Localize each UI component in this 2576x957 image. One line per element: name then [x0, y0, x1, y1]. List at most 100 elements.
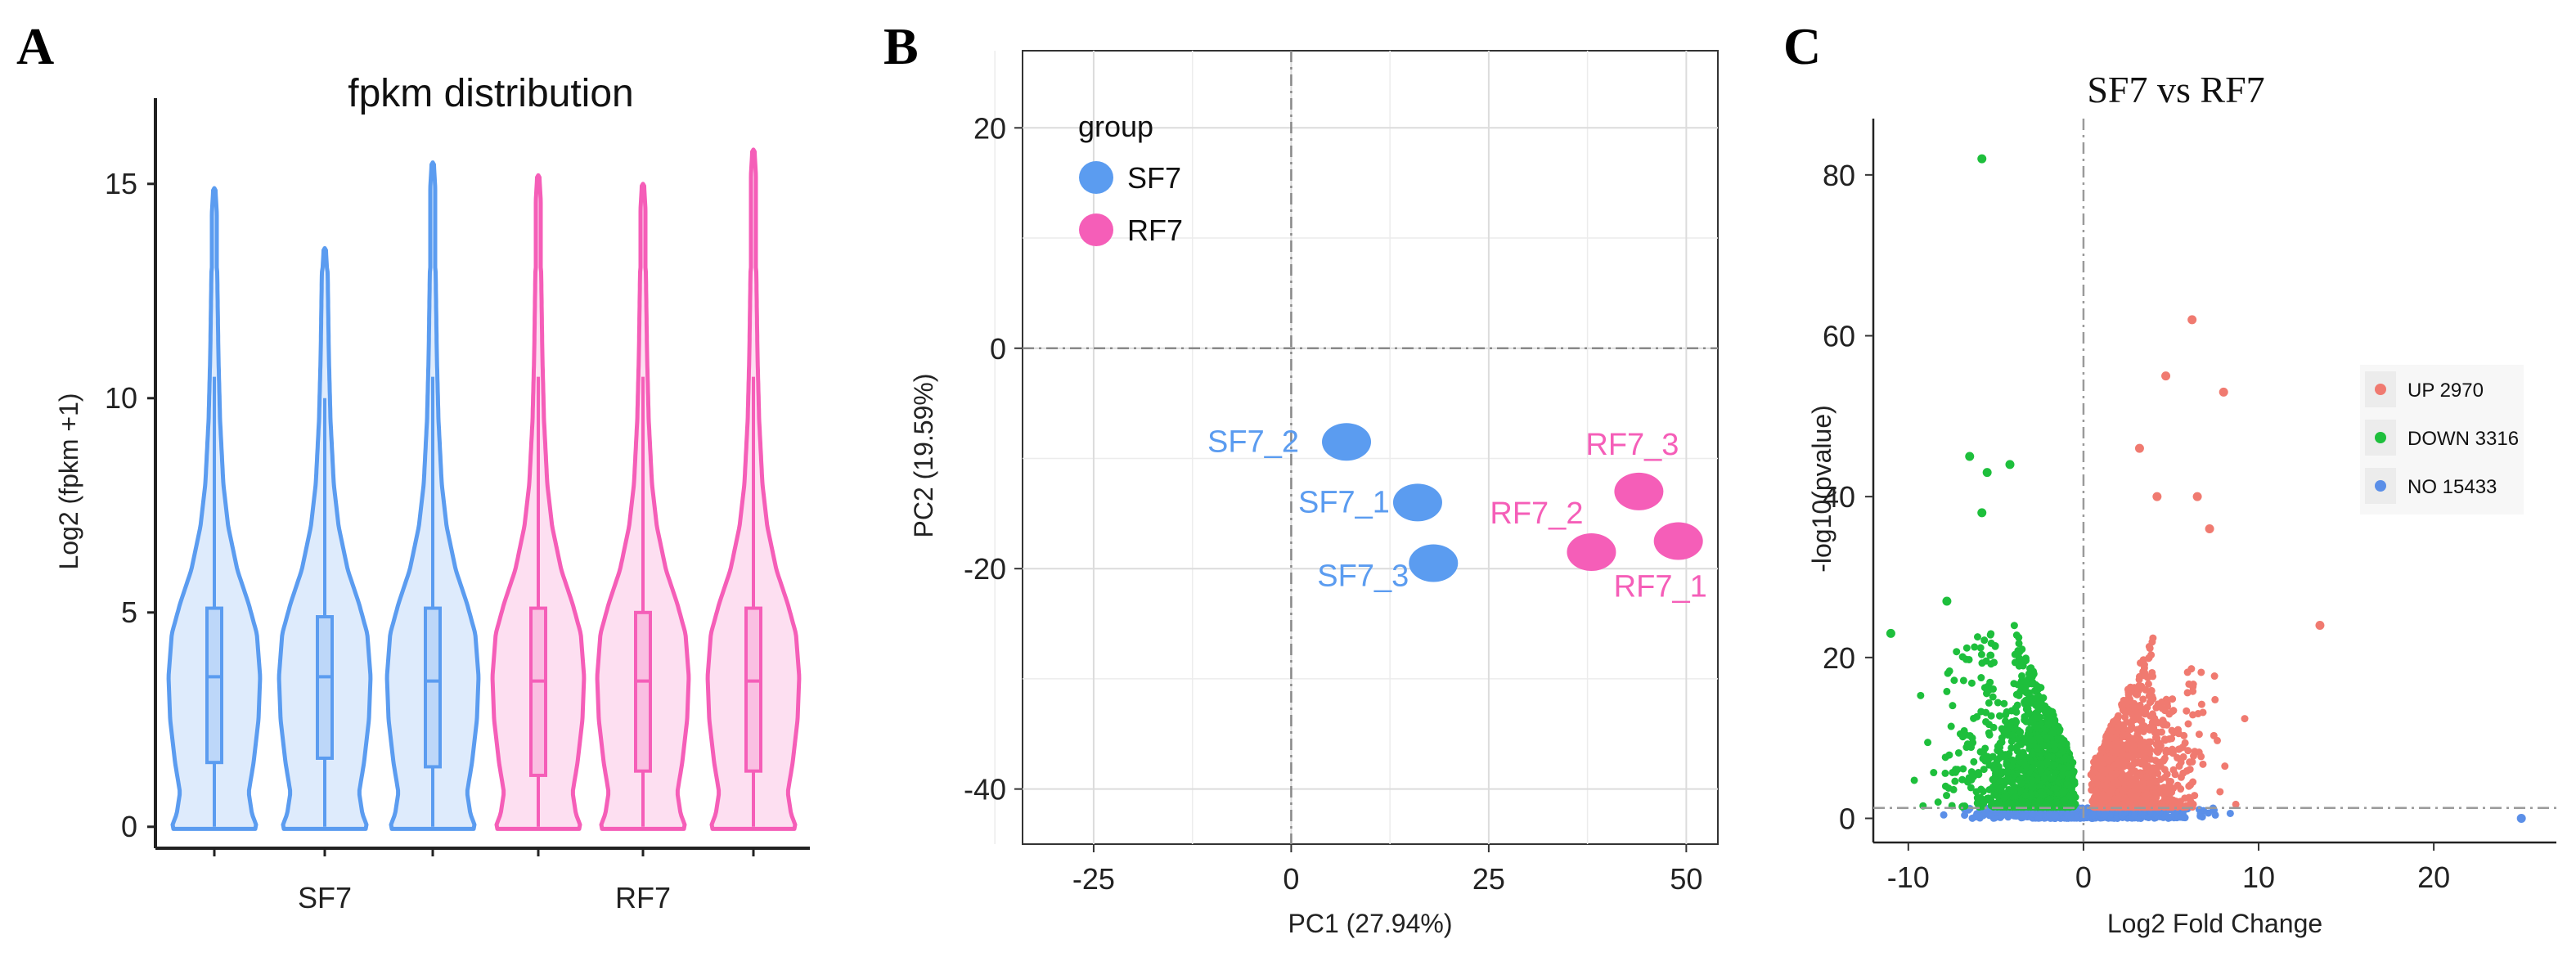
- volcano-point-down: [2007, 744, 2016, 752]
- volcano-point-up: [2108, 771, 2116, 779]
- volcano-point-up: [2169, 695, 2177, 703]
- volcano-point-up: [2111, 717, 2120, 725]
- volcano-point-down: [2067, 801, 2075, 809]
- volcano-point-up: [2128, 765, 2136, 773]
- pca-point-sf7-1: [1392, 483, 1442, 522]
- panel-letter-c: C: [1783, 17, 1821, 75]
- panel-letter-a: A: [16, 17, 54, 75]
- volcano-point-up: [2139, 739, 2147, 747]
- pca-point-label: RF7_3: [1585, 428, 1679, 462]
- volcano-point-down: [2011, 658, 2019, 667]
- x-axis-label: PC1 (27.94%): [1288, 909, 1453, 938]
- volcano-point-up: [2164, 789, 2172, 797]
- volcano-point-up: [2131, 714, 2139, 722]
- volcano-point-down: [2035, 684, 2043, 692]
- volcano-point-down: [2069, 758, 2077, 766]
- x-tick-label: 25: [1472, 862, 1505, 896]
- volcano-point-down: [1990, 765, 1998, 773]
- volcano-point-up: [2174, 753, 2182, 762]
- volcano-point-down: [2002, 801, 2010, 809]
- volcano-point-up: [2102, 739, 2111, 748]
- volcano-point-up: [2130, 796, 2138, 804]
- volcano-point-up: [2115, 761, 2123, 769]
- volcano-point-up: [2124, 731, 2132, 739]
- volcano-point-down: [1970, 757, 1978, 766]
- volcano-point-up: [2129, 700, 2138, 708]
- volcano-point-down: [1995, 741, 2003, 749]
- volcano-point-up: [2136, 769, 2144, 777]
- volcano-point-down: [1943, 792, 1951, 800]
- volcano-point-down: [2015, 633, 2023, 641]
- volcano-point-up: [2125, 779, 2133, 787]
- volcano-point-no: [1940, 811, 1948, 819]
- y-tick-label: 0: [990, 332, 1006, 366]
- volcano-point-up: [2097, 745, 2106, 753]
- volcano-point-up: [2169, 796, 2178, 804]
- volcano-point-down: [2002, 793, 2010, 801]
- volcano-point-up: [2097, 766, 2106, 774]
- volcano-point-down: [2018, 661, 2026, 669]
- volcano-point-down: [1954, 748, 1962, 757]
- volcano-point-down: [2036, 713, 2044, 721]
- volcano-point-up: [2186, 766, 2194, 774]
- volcano-point-up: [2167, 803, 2175, 811]
- pca-point-label: RF7_1: [1614, 570, 1707, 604]
- legend-title: group: [1078, 110, 1153, 143]
- volcano-point-up: [2168, 735, 2176, 743]
- volcano-point-down: [1943, 687, 1951, 695]
- volcano-point-down: [2011, 793, 2019, 802]
- volcano-point-up: [2124, 708, 2133, 716]
- volcano-point-up: [2134, 443, 2144, 453]
- volcano-title: SF7 vs RF7: [2087, 69, 2264, 110]
- volcano-point-up: [2147, 738, 2155, 746]
- y-tick-label: 10: [105, 381, 137, 415]
- volcano-point-down: [1959, 765, 1967, 773]
- volcano-point-up: [2133, 759, 2141, 767]
- volcano-point-down: [2070, 769, 2078, 777]
- volcano-point-up: [2106, 730, 2114, 739]
- volcano-point-down: [1971, 643, 1979, 651]
- volcano-point-up: [2091, 768, 2099, 776]
- volcano-point-down: [2002, 717, 2010, 726]
- volcano-point-down: [2003, 768, 2012, 776]
- volcano-point-up: [2210, 672, 2219, 681]
- volcano-point-up: [2160, 756, 2169, 764]
- y-tick-label: 0: [121, 810, 137, 843]
- volcano-point-up: [2120, 779, 2129, 787]
- volcano-chart: SF7 vs RF7 -10 0 10 20 0 20 40 60 80 Log2 Fold Cha…: [1807, 69, 2556, 938]
- volcano-point-no: [2067, 814, 2075, 822]
- volcano-point-up: [2142, 725, 2151, 733]
- volcano-point-down: [2044, 753, 2052, 762]
- volcano-point-down: [2051, 745, 2059, 753]
- volcano-point-no: [2226, 809, 2234, 817]
- y-tick-label: 60: [1823, 320, 1855, 353]
- y-tick-label: -20: [964, 552, 1006, 586]
- volcano-point-up: [2171, 771, 2179, 779]
- y-tick-label: -40: [964, 773, 1006, 806]
- volcano-point-no: [2198, 813, 2206, 821]
- volcano-point-up: [2142, 745, 2150, 753]
- volcano-point-down: [1967, 784, 1975, 792]
- volcano-point-down: [1962, 644, 1971, 652]
- volcano-point-down: [2033, 744, 2041, 753]
- volcano-point-down: [1985, 731, 1994, 739]
- volcano-point-down: [1987, 712, 1995, 720]
- volcano-point-down: [1989, 693, 1997, 701]
- volcano-point-up: [2133, 690, 2142, 699]
- volcano-point-up: [2164, 702, 2172, 710]
- volcano-point-down: [2010, 622, 2018, 630]
- volcano-point-up: [2133, 684, 2142, 692]
- volcano-point-down: [2007, 776, 2015, 784]
- volcano-point-down: [2064, 771, 2072, 779]
- volcano-point-down: [1917, 691, 1925, 699]
- volcano-point-down: [1886, 628, 1895, 638]
- volcano-point-up: [2133, 751, 2142, 759]
- volcano-point-down: [2030, 713, 2039, 721]
- volcano-point-down: [2021, 654, 2030, 663]
- violin-box: [316, 615, 334, 760]
- volcano-point-down: [1965, 452, 1975, 461]
- volcano-point-down: [1989, 783, 1997, 791]
- volcano-point-down: [1950, 676, 1958, 685]
- volcano-point-down: [2003, 761, 2011, 769]
